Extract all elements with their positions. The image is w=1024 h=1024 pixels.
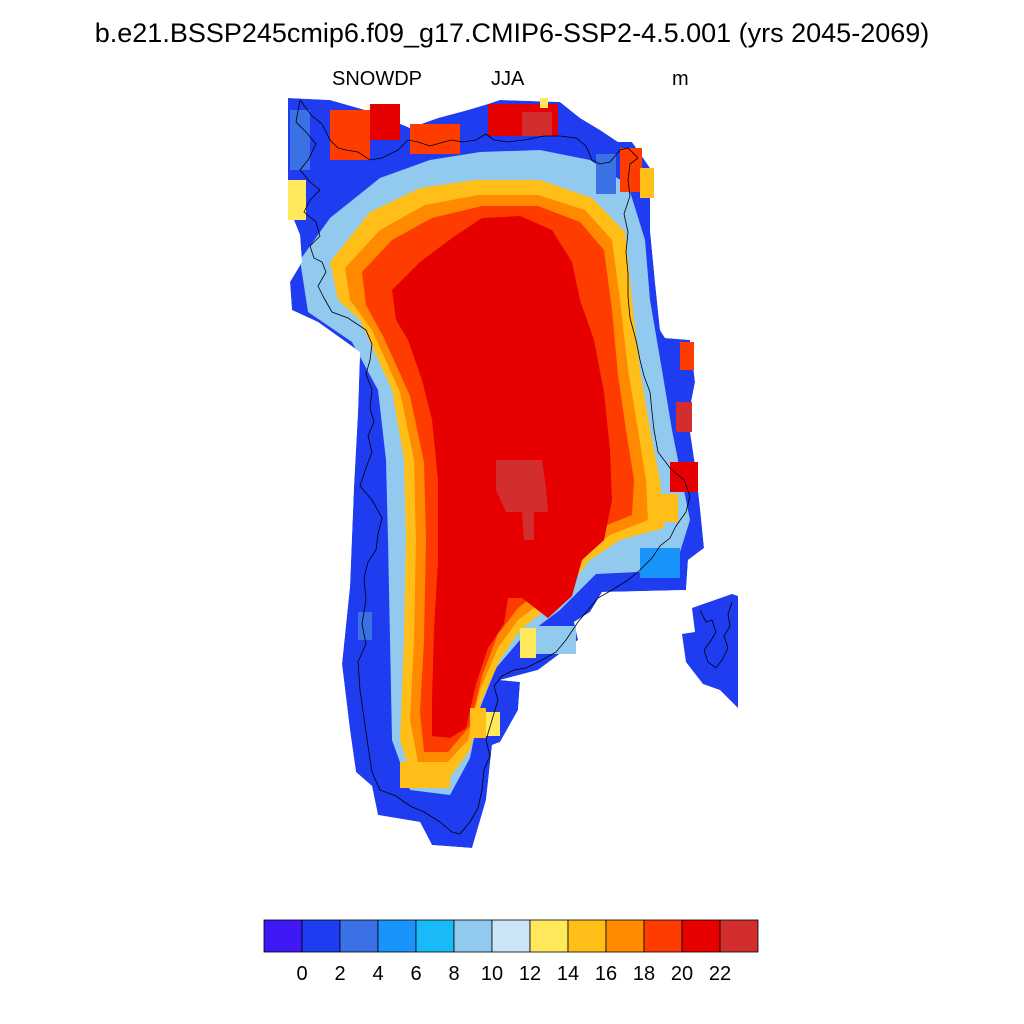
colorbar-tick-label: 22	[709, 963, 731, 985]
southern-tip-blocks	[358, 612, 576, 788]
colorbar-tick-label: 20	[671, 963, 693, 985]
northern-coast-blocks	[288, 98, 654, 220]
colorbar-swatch	[681, 919, 721, 953]
colorbar-swatch	[453, 919, 493, 953]
colorbar-tick-label: 2	[334, 963, 345, 985]
colorbar-swatch	[567, 919, 607, 953]
colorbar-swatch	[529, 919, 569, 953]
interior-peak	[496, 460, 548, 540]
figure-title: b.e21.BSSP245cmip6.f09_g17.CMIP6-SSP2-4.…	[94, 18, 930, 48]
colorbar-swatch	[491, 919, 531, 953]
coastline	[295, 99, 733, 835]
colorbar-tick-label: 8	[448, 963, 459, 985]
colorbar-swatch	[263, 919, 303, 953]
eastern-coast-blocks	[640, 342, 698, 578]
colorbar-swatch	[719, 919, 759, 953]
colorbar-swatch	[415, 919, 455, 953]
colorbar-tick-label: 12	[519, 963, 541, 985]
colorbar-tick-label: 10	[481, 963, 503, 985]
colorbar-swatch	[301, 919, 341, 953]
colorbar-swatch	[643, 919, 683, 953]
colorbar-tick-label: 4	[372, 963, 383, 985]
colorbar-tick-label: 0	[296, 963, 307, 985]
colorbar-tick-label: 18	[633, 963, 655, 985]
colorbar-tick-label: 14	[557, 963, 579, 985]
greenland-field	[288, 98, 704, 848]
colorbar-swatch	[339, 919, 379, 953]
colorbar-tick-label: 16	[595, 963, 617, 985]
season-label: JJA	[491, 68, 525, 90]
variable-label: SNOWDP	[332, 68, 422, 90]
units-label: m	[672, 68, 689, 90]
colorbar-swatch	[377, 919, 417, 953]
colorbar-swatch	[605, 919, 645, 953]
colorbar-tick-label: 6	[410, 963, 421, 985]
